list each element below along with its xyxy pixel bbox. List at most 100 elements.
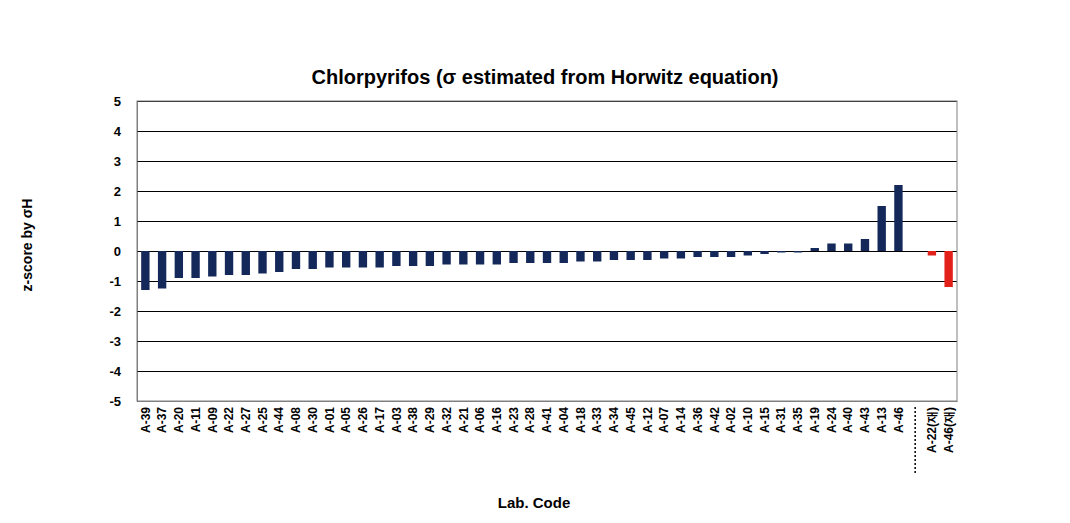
- x-tick: A-45: [624, 401, 638, 433]
- x-tick: A-02: [724, 401, 738, 433]
- y-tick: 0: [114, 244, 957, 259]
- x-axis: A-39A-37A-20A-11A-09A-22A-27A-25A-44A-08…: [138, 401, 958, 453]
- bar: [392, 251, 400, 266]
- x-tick: A-34: [607, 401, 621, 433]
- bar: [543, 251, 551, 263]
- y-tick: -1: [109, 274, 957, 289]
- x-tick: A-37: [155, 401, 169, 433]
- x-tick-label: A-04: [557, 407, 571, 433]
- x-tick-label: A-43: [858, 407, 872, 433]
- bar: [175, 251, 183, 278]
- x-tick: A-09: [206, 401, 220, 433]
- y-tick-label: -4: [109, 364, 121, 379]
- x-tick-label: A-37: [155, 407, 169, 433]
- y-tick: 2: [114, 184, 957, 199]
- x-tick-label: A-27: [239, 407, 253, 433]
- bar: [476, 251, 484, 265]
- bar: [208, 251, 216, 277]
- grid-line: [137, 371, 957, 372]
- x-tick-label: A-33: [590, 407, 604, 433]
- grid-line: [137, 131, 957, 132]
- bar: [459, 251, 467, 265]
- bar: [710, 251, 718, 257]
- y-tick: 4: [114, 124, 957, 139]
- bar: [509, 251, 517, 263]
- x-tick: A-46: [892, 401, 906, 433]
- grid-line: [137, 161, 957, 162]
- x-tick: A-07: [657, 401, 671, 433]
- x-tick: A-25: [256, 401, 270, 433]
- x-tick: A-30: [306, 401, 320, 433]
- bar: [744, 251, 752, 256]
- bar: [861, 239, 869, 251]
- x-tick-label: A-42: [708, 407, 722, 433]
- y-tick-label: -2: [109, 304, 121, 319]
- bar: [626, 251, 634, 260]
- y-axis-title: z-score by σH: [19, 199, 35, 292]
- bar: [225, 251, 233, 275]
- x-tick: A-20: [172, 401, 186, 433]
- x-tick-label: A-22(재): [925, 407, 939, 453]
- bars: [141, 185, 953, 290]
- x-tick-label: A-34: [607, 407, 621, 433]
- x-tick: A-17: [373, 401, 387, 433]
- bar: [777, 251, 785, 253]
- x-tick-label: A-20: [172, 407, 186, 433]
- bar: [878, 206, 886, 251]
- x-axis-title: Lab. Code: [498, 494, 571, 511]
- y-tick: -5: [109, 394, 957, 409]
- y-tick: -3: [109, 334, 957, 349]
- x-tick-label: A-06: [473, 407, 487, 433]
- x-tick-label: A-07: [657, 407, 671, 433]
- x-tick: A-46(재): [942, 401, 956, 453]
- grid-line: [137, 221, 957, 222]
- bar: [325, 251, 333, 268]
- bar: [794, 251, 802, 253]
- x-tick-label: A-44: [272, 407, 286, 433]
- bar: [442, 251, 450, 265]
- x-tick: A-32: [440, 401, 454, 433]
- x-tick: A-38: [406, 401, 420, 433]
- x-tick-label: A-25: [256, 407, 270, 433]
- x-tick-label: A-38: [406, 407, 420, 433]
- x-tick-label: A-01: [323, 407, 337, 433]
- x-tick-label: A-03: [390, 407, 404, 433]
- x-tick-label: A-09: [206, 407, 220, 433]
- x-tick: A-11: [189, 401, 203, 432]
- x-tick: A-08: [289, 401, 303, 433]
- chart: -5-4-3-2-1012345A-39A-37A-20A-11A-09A-22…: [0, 0, 1070, 523]
- x-tick-label: A-21: [457, 407, 471, 433]
- x-tick-label: A-30: [306, 407, 320, 433]
- bar: [894, 185, 902, 251]
- bar: [242, 251, 250, 275]
- x-tick-label: A-29: [423, 407, 437, 433]
- grid-line: [137, 341, 957, 342]
- bar: [258, 251, 266, 274]
- x-tick-label: A-15: [758, 407, 772, 433]
- x-tick-label: A-32: [440, 407, 454, 433]
- y-tick-label: -1: [109, 274, 121, 289]
- bar: [560, 251, 568, 263]
- bar: [526, 251, 534, 263]
- x-tick-label: A-19: [808, 407, 822, 433]
- title: Chlorpyrifos (σ estimated from Horwitz e…: [311, 66, 778, 88]
- x-tick: A-22: [222, 401, 236, 433]
- bar: [593, 251, 601, 262]
- bar: [643, 251, 651, 260]
- x-tick: A-39: [139, 401, 153, 433]
- x-tick: A-28: [523, 401, 537, 433]
- x-tick-label: A-45: [624, 407, 638, 433]
- y-tick-label: 5: [114, 94, 121, 109]
- bar: [760, 251, 768, 254]
- bar: [928, 251, 936, 256]
- x-tick: A-05: [339, 401, 353, 433]
- x-tick-label: A-13: [875, 407, 889, 433]
- x-tick: A-33: [590, 401, 604, 433]
- plot: -5-4-3-2-1012345A-39A-37A-20A-11A-09A-22…: [109, 94, 957, 473]
- x-tick: A-23: [507, 401, 521, 433]
- y-axis: -5-4-3-2-1012345: [109, 94, 957, 409]
- y-tick-label: 2: [114, 184, 121, 199]
- bar: [944, 251, 952, 287]
- x-tick: A-31: [774, 401, 788, 433]
- x-tick-label: A-26: [356, 407, 370, 433]
